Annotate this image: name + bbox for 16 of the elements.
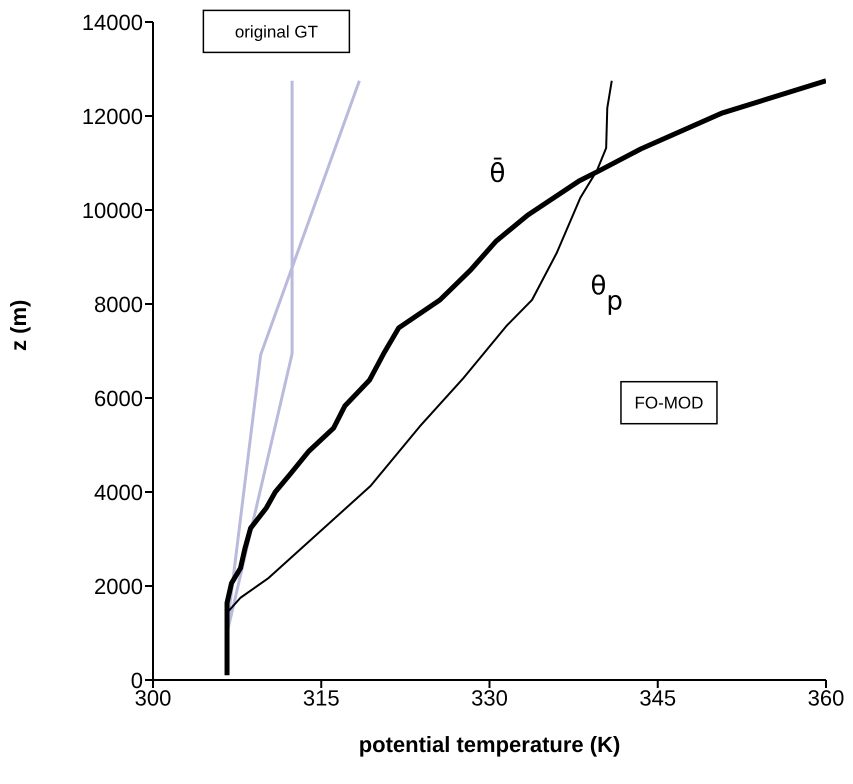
y-axis-title: z (m) bbox=[6, 300, 31, 351]
annotation: FO-MOD bbox=[634, 394, 704, 413]
y-tick-label: 14000 bbox=[82, 10, 143, 35]
y-tick-label: 4000 bbox=[94, 480, 143, 505]
x-tick-label: 315 bbox=[302, 686, 340, 711]
y-tick-label: 12000 bbox=[82, 104, 143, 129]
series-label: θ̄ bbox=[490, 157, 506, 189]
x-tick-label: 345 bbox=[639, 686, 676, 711]
y-tick-label: 6000 bbox=[94, 386, 143, 411]
y-tick-label: 8000 bbox=[94, 292, 143, 317]
x-tick-label: 330 bbox=[471, 686, 508, 711]
y-tick-label: 10000 bbox=[82, 198, 143, 223]
x-axis-title: potential temperature (K) bbox=[358, 732, 620, 757]
y-tick-label: 2000 bbox=[94, 574, 143, 599]
annotation: original GT bbox=[234, 22, 318, 42]
x-tick-label: 360 bbox=[808, 686, 844, 711]
